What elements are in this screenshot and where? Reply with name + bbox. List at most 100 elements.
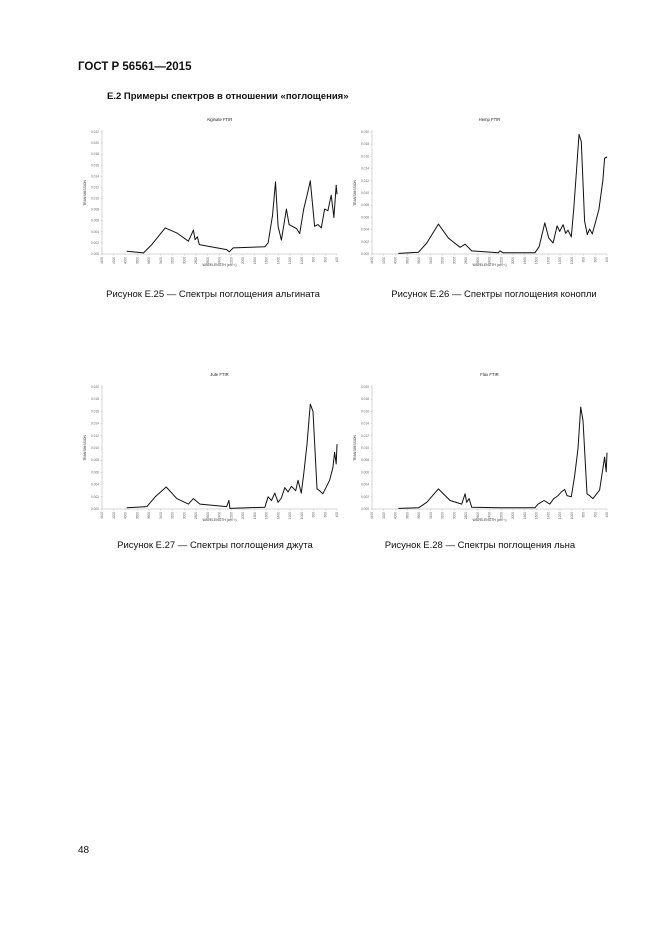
y-tick-label: 0.018 <box>91 397 99 401</box>
x-tick-label: 1800 <box>523 512 527 519</box>
data-point <box>464 493 466 495</box>
data-point <box>295 490 297 492</box>
x-tick-label: 1600 <box>265 512 269 519</box>
x-tick-label: 1600 <box>535 512 539 519</box>
y-tick-label: 0.014 <box>91 422 99 426</box>
data-point <box>193 498 194 499</box>
data-point <box>197 236 198 238</box>
data-point <box>229 508 231 509</box>
x-tick-label: 4400 <box>100 257 104 264</box>
x-tick-label: 2800 <box>464 512 468 519</box>
y-tick-label: 0.008 <box>361 203 369 207</box>
data-point <box>586 493 588 495</box>
data-point <box>284 487 286 488</box>
data-point <box>574 475 576 476</box>
x-tick-label: 3800 <box>405 257 409 264</box>
data-point <box>592 498 594 499</box>
data-point <box>566 495 568 496</box>
data-point <box>277 225 279 227</box>
x-tick-label: 1400 <box>546 512 550 519</box>
x-tick-label: 1400 <box>546 257 550 264</box>
data-point <box>602 179 604 181</box>
y-tick-label: 0.006 <box>361 470 369 474</box>
y-axis-label: TRANSMISSION <box>353 435 357 461</box>
y-tick-label: 0.012 <box>361 179 369 183</box>
chart-svg: Alginate FTIR 0.000 0.002 0.004 0.006 0.008 0.… <box>83 117 339 267</box>
y-tick-label: 0.002 <box>91 241 99 245</box>
data-point <box>226 506 227 507</box>
y-tick-label: 0.010 <box>361 446 369 450</box>
figure-caption-e27: Рисунок Е.27 — Спектры поглощения джута <box>117 540 313 551</box>
x-tick-label: 400 <box>605 257 609 263</box>
x-tick-label: 2800 <box>464 257 468 264</box>
data-point <box>324 208 325 210</box>
data-point <box>271 500 272 501</box>
x-tick-label: 3800 <box>135 257 139 264</box>
y-tick-label: 0.020 <box>361 130 369 134</box>
data-point <box>327 210 329 212</box>
data-point <box>426 501 428 503</box>
data-point <box>578 134 580 135</box>
data-point <box>291 486 292 487</box>
x-tick-label: 4000 <box>124 257 128 264</box>
y-tick-label: 0.000 <box>361 252 369 256</box>
x-tick-label: 1000 <box>300 512 304 519</box>
spectrum-line <box>126 403 338 509</box>
x-tick-label: 2400 <box>488 257 492 264</box>
y-tick-label: 0.006 <box>361 215 369 219</box>
spectrum-line <box>126 180 338 254</box>
x-tick-label: 4200 <box>382 257 386 264</box>
x-tick-label: 1600 <box>535 257 539 264</box>
data-point <box>264 506 266 508</box>
x-tick-label: 3000 <box>452 257 456 264</box>
data-point <box>471 250 473 252</box>
data-point <box>471 506 473 508</box>
section-title: Е.2 Примеры спектров в отношении «поглощ… <box>107 91 349 102</box>
x-tick-label: 2600 <box>206 257 210 264</box>
data-point <box>589 228 590 230</box>
data-point <box>314 225 315 227</box>
data-point <box>336 193 338 195</box>
data-point <box>544 222 546 224</box>
data-point <box>537 503 539 505</box>
x-axis-label: WAVELENGTH (cm⁻¹) <box>203 263 237 267</box>
figure-caption-e28: Рисунок Е.28 — Спектры поглощения льна <box>384 540 576 551</box>
data-point <box>126 250 128 252</box>
y-tick-label: 0.002 <box>361 240 369 244</box>
data-point <box>570 496 572 498</box>
x-tick-label: 600 <box>593 512 597 518</box>
data-point <box>599 489 600 491</box>
y-tick-label: 0.016 <box>361 154 369 158</box>
data-point <box>320 227 322 229</box>
data-point <box>586 234 588 235</box>
x-tick-label: 1000 <box>570 512 574 519</box>
x-tick-label: 800 <box>582 257 586 263</box>
x-tick-label: 1800 <box>253 257 257 264</box>
chart-title: Jute FTIR <box>210 372 228 377</box>
spectrum-line <box>398 133 608 254</box>
data-point <box>287 491 289 493</box>
x-tick-label: 4200 <box>112 512 116 519</box>
data-point <box>459 246 461 248</box>
data-point <box>565 232 567 234</box>
data-point <box>335 463 337 465</box>
x-tick-label: 1200 <box>288 512 292 519</box>
y-tick-label: 0.006 <box>91 470 99 474</box>
chart-jute: Jute FTIR 0.000 0.002 0.004 0.006 0.008 0.010 0… <box>80 365 350 530</box>
data-point <box>559 231 561 232</box>
data-point <box>398 253 399 254</box>
x-tick-label: 1400 <box>276 512 280 519</box>
data-point <box>165 486 167 488</box>
data-point <box>461 503 463 505</box>
y-tick-label: 0.010 <box>91 197 99 201</box>
y-tick-label: 0.008 <box>91 208 99 212</box>
data-point <box>299 233 301 234</box>
data-point <box>552 242 554 244</box>
data-point <box>296 228 297 229</box>
x-tick-label: 3600 <box>147 512 151 519</box>
page-number: 48 <box>78 845 90 856</box>
data-point <box>330 194 332 196</box>
data-point <box>534 507 536 509</box>
data-point <box>194 239 196 240</box>
data-point <box>582 420 584 421</box>
